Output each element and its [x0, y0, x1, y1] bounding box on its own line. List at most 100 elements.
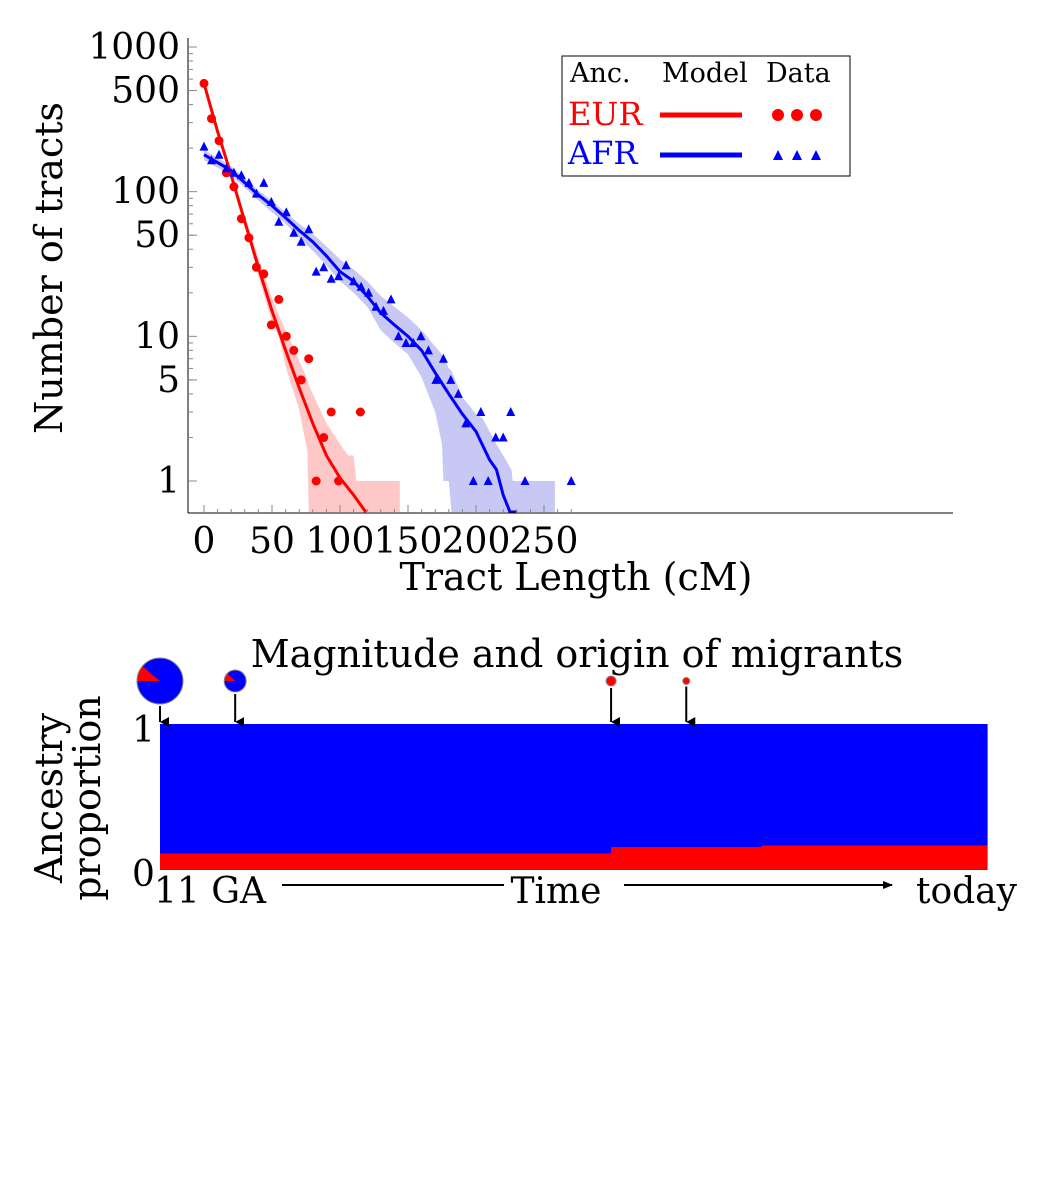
y-tick-label: 50	[134, 215, 180, 256]
data-point-afr	[461, 418, 471, 428]
afr-area-segment	[761, 724, 838, 846]
data-point-eur	[214, 136, 224, 146]
afr-area-segment	[385, 724, 462, 854]
data-point-eur	[229, 182, 239, 192]
ancestry-timeline-chart: Magnitude and origin of migrants Ancestr…	[27, 632, 1018, 912]
data-point-eur	[274, 294, 284, 304]
data-point-afr	[244, 177, 254, 187]
data-point-afr	[326, 273, 336, 283]
eur-area-segment	[310, 853, 387, 870]
x-tick-label: 100	[306, 521, 375, 562]
data-point-afr	[476, 407, 486, 416]
data-point-afr	[453, 388, 463, 398]
time-end-label: today	[916, 871, 1018, 912]
migrant-pie	[136, 657, 184, 727]
data-point-afr	[214, 149, 224, 159]
data-point-eur	[311, 476, 321, 486]
legend: Anc. Model Data EUR AFR	[561, 55, 851, 177]
data-point-afr	[274, 216, 284, 226]
ancestry-areas	[160, 724, 988, 870]
eur-area-segment	[836, 845, 913, 870]
data-point-eur	[266, 320, 276, 330]
y-tick-label: 1	[157, 461, 180, 502]
x-tick-label: 150	[374, 521, 443, 562]
data-point-afr	[566, 476, 576, 485]
y-tick-label: 100	[111, 172, 180, 213]
y-axis-label: Number of tracts	[27, 102, 71, 434]
legend-data-afr-marker	[792, 150, 802, 160]
data-point-afr	[379, 305, 388, 315]
data-point-afr	[304, 224, 314, 234]
y-tick-label: 10	[134, 316, 180, 357]
timeline-title: Magnitude and origin of migrants	[251, 632, 904, 676]
eur-area-segment	[911, 845, 988, 870]
legend-label-eur: EUR	[568, 95, 643, 133]
data-point-eur	[259, 269, 269, 279]
x-tick-label: 50	[249, 521, 295, 562]
data-point-afr	[259, 177, 269, 187]
legend-data-eur-marker	[791, 109, 803, 121]
data-points	[199, 78, 576, 486]
band-afr	[204, 149, 555, 512]
data-point-afr	[311, 266, 321, 276]
legend-data-eur-marker	[810, 109, 822, 121]
eur-area-segment	[235, 853, 311, 870]
ylabel-line-2: proportion	[65, 695, 109, 901]
data-point-eur	[244, 233, 254, 243]
legend-label-afr: AFR	[567, 134, 638, 172]
data-point-afr	[498, 432, 508, 442]
data-point-eur	[304, 354, 314, 364]
data-point-eur	[355, 407, 365, 417]
data-point-afr	[416, 331, 426, 341]
timeline-ytick-0: 0	[132, 854, 155, 895]
data-point-afr	[364, 287, 374, 297]
afr-area-segment	[911, 724, 988, 846]
migrant-pie	[682, 677, 696, 727]
data-point-afr	[401, 338, 411, 347]
legend-data-eur-marker	[772, 109, 784, 121]
x-axis-label: Tract Length (cM)	[400, 555, 753, 599]
x-tick-label: 200	[442, 521, 511, 562]
afr-area-segment	[836, 724, 913, 846]
data-point-afr	[356, 281, 366, 291]
pie-eur-slice	[224, 673, 236, 681]
data-point-afr	[319, 262, 329, 272]
data-point-eur	[319, 433, 329, 442]
migrant-pulses	[136, 657, 696, 727]
data-point-eur	[251, 262, 261, 272]
data-point-afr	[229, 167, 239, 177]
eur-area-segment	[535, 853, 612, 870]
pie-outline	[605, 675, 617, 687]
data-point-eur	[289, 345, 299, 355]
legend-header-model: Model	[662, 58, 748, 89]
data-point-eur	[199, 78, 209, 88]
data-point-afr	[371, 301, 381, 311]
timeline-y-label-line2: proportion	[65, 695, 109, 901]
time-mid-label: Time	[511, 871, 602, 912]
ylabel-line-1: Ancestry	[27, 712, 71, 884]
eur-area-segment	[385, 853, 462, 870]
data-point-afr	[506, 407, 516, 416]
migrant-pie	[605, 675, 621, 727]
data-point-afr	[236, 170, 246, 180]
afr-area-segment	[460, 724, 537, 854]
legend-data-afr-marker	[773, 150, 783, 160]
eur-area-segment	[686, 847, 763, 870]
data-point-eur	[334, 476, 344, 486]
data-point-eur	[326, 407, 336, 417]
data-point-eur	[281, 331, 291, 341]
pie-eur-slice	[682, 677, 690, 685]
pie-outline	[136, 657, 184, 705]
data-point-afr	[483, 476, 493, 485]
pie-outline	[223, 669, 247, 693]
axes	[187, 38, 953, 514]
data-point-afr	[438, 353, 448, 363]
timeline-ytick-1: 1	[132, 710, 155, 751]
data-point-afr	[341, 260, 351, 270]
x-tick-label: 250	[510, 521, 579, 562]
legend-header-data: Data	[766, 58, 831, 89]
pie-outline	[682, 677, 691, 685]
data-point-afr	[266, 196, 276, 206]
